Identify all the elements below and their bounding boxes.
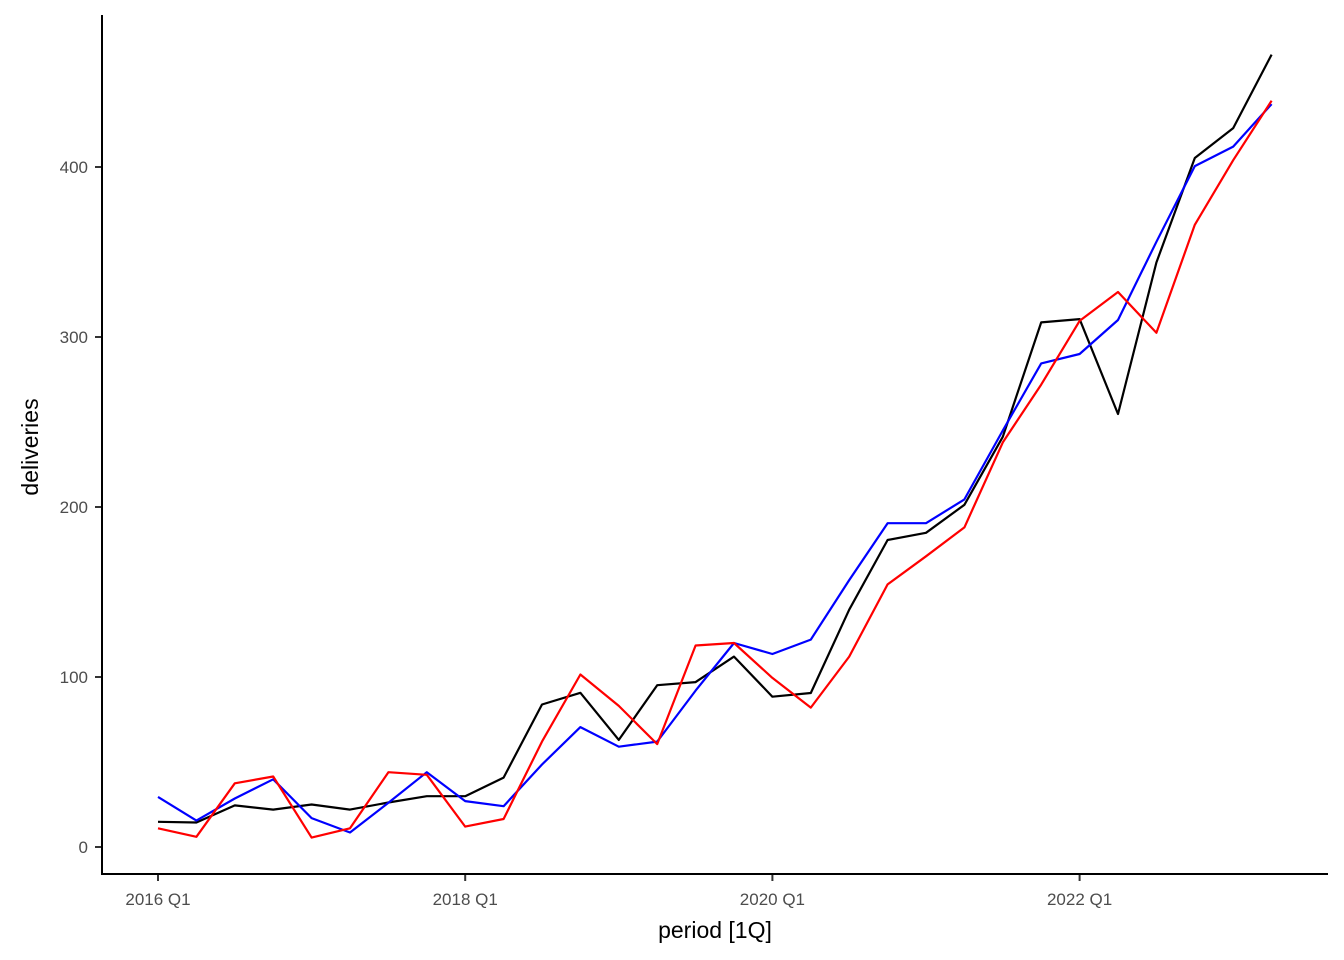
x-axis-ticks: 2016 Q1 2018 Q1 2020 Q1 2022 Q1 <box>125 875 1112 909</box>
y-tick-label: 300 <box>60 328 88 347</box>
series-line-3 <box>157 100 1273 839</box>
series-layer <box>157 54 1273 839</box>
y-axis-title: deliveries <box>17 398 43 495</box>
y-tick-label: 200 <box>60 498 88 517</box>
x-tick-label: 2020 Q1 <box>740 890 805 909</box>
x-tick-label: 2022 Q1 <box>1047 890 1112 909</box>
series-line-1 <box>157 54 1273 824</box>
series-line-2 <box>157 103 1273 834</box>
y-tick-label: 0 <box>79 838 88 857</box>
axes <box>101 15 1328 875</box>
x-tick-label: 2018 Q1 <box>433 890 498 909</box>
y-tick-label: 400 <box>60 158 88 177</box>
x-tick-label: 2016 Q1 <box>125 890 190 909</box>
y-tick-label: 100 <box>60 668 88 687</box>
x-axis-title: period [1Q] <box>658 917 772 943</box>
y-axis-ticks: 0 100 200 300 400 <box>60 158 101 857</box>
